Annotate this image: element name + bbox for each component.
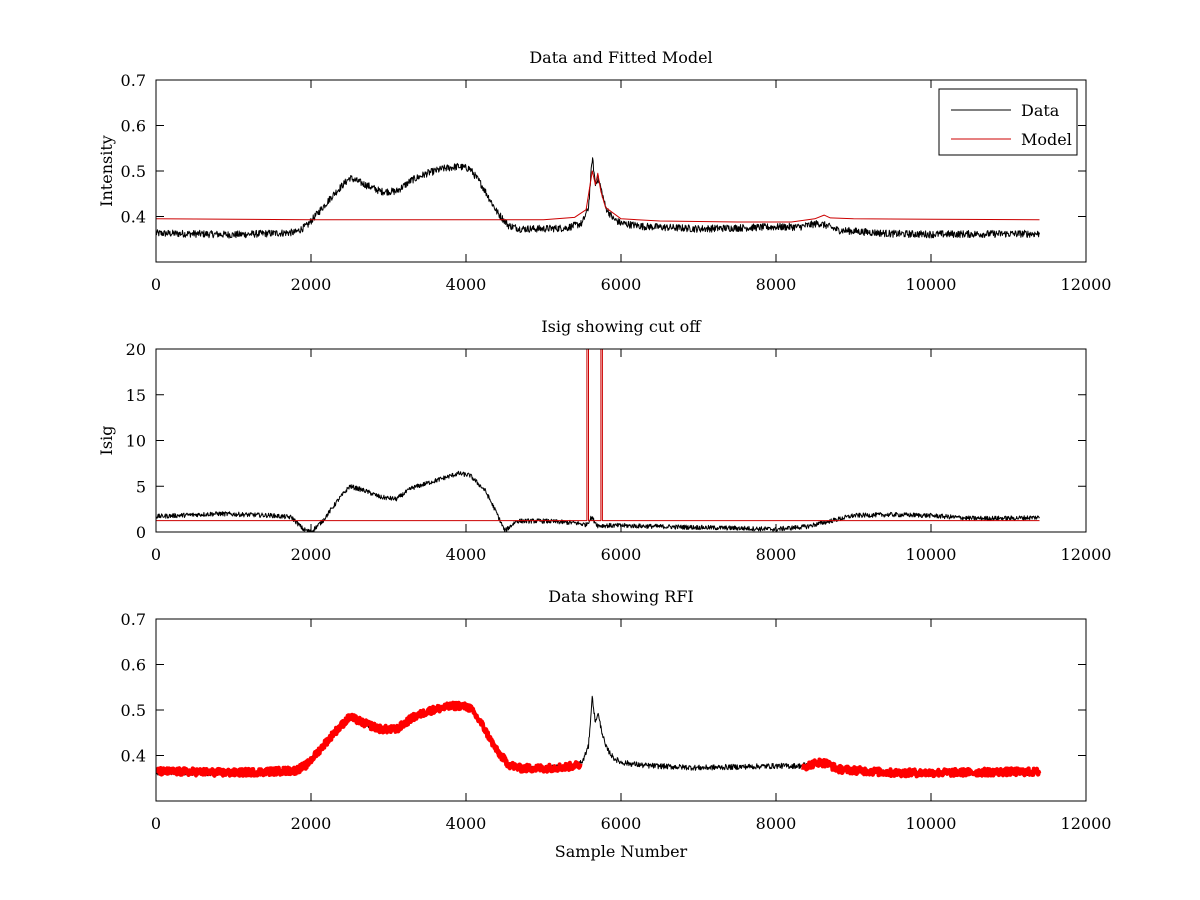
chart-panel-2: 0 2000 4000 6000 8000 10000 12000 0 5 10 15 20 Isig … bbox=[97, 317, 1111, 564]
x-tick-label: 2000 bbox=[291, 814, 332, 833]
plot-area bbox=[156, 349, 1086, 532]
x-tick-label: 2000 bbox=[291, 545, 332, 564]
y-tick-label: 0.5 bbox=[121, 162, 146, 181]
x-tick-label: 10000 bbox=[906, 275, 957, 294]
legend-label-model: Model bbox=[1021, 130, 1072, 149]
y-tick-label: 0.5 bbox=[121, 701, 146, 720]
legend-box bbox=[938, 88, 1078, 156]
series-group bbox=[156, 349, 1040, 532]
series-line-2 bbox=[156, 349, 1040, 522]
legend-label-data: Data bbox=[1021, 101, 1060, 120]
x-tick-label: 4000 bbox=[446, 545, 487, 564]
series-line-1 bbox=[156, 470, 1040, 532]
series-group bbox=[156, 695, 1042, 779]
x-tick-label: 8000 bbox=[756, 814, 797, 833]
y-tick-label: 20 bbox=[126, 340, 146, 359]
x-tick-label: 0 bbox=[151, 275, 161, 294]
y-axis-label: Intensity bbox=[97, 135, 116, 207]
series-line-model bbox=[156, 170, 1040, 223]
plot-area bbox=[156, 80, 1086, 262]
chart-title: Data showing RFI bbox=[548, 587, 693, 606]
x-tick-label: 10000 bbox=[906, 545, 957, 564]
x-tick-label: 6000 bbox=[601, 275, 642, 294]
y-tick-label: 5 bbox=[136, 477, 146, 496]
y-tick-label: 15 bbox=[126, 386, 146, 405]
y-tick-label: 0 bbox=[136, 523, 146, 542]
x-tick-label: 10000 bbox=[906, 814, 957, 833]
x-tick-label: 8000 bbox=[756, 275, 797, 294]
y-tick-label: 0.7 bbox=[121, 71, 146, 90]
series-line-data bbox=[156, 157, 1040, 239]
y-tick-label: 0.6 bbox=[121, 656, 146, 675]
x-tick-label: 0 bbox=[151, 545, 161, 564]
x-tick-label: 8000 bbox=[756, 545, 797, 564]
series-group bbox=[156, 157, 1040, 239]
y-tick-label: 0.6 bbox=[121, 117, 146, 136]
x-tick-label: 0 bbox=[151, 814, 161, 833]
chart-title: Data and Fitted Model bbox=[529, 48, 712, 67]
legend: Data Model bbox=[938, 88, 1078, 156]
y-tick-label: 0.4 bbox=[121, 208, 146, 227]
x-tick-label: 12000 bbox=[1061, 814, 1112, 833]
x-tick-label: 6000 bbox=[601, 814, 642, 833]
x-tick-label: 4000 bbox=[446, 814, 487, 833]
x-tick-label: 6000 bbox=[601, 545, 642, 564]
y-tick-label: 0.7 bbox=[121, 610, 146, 629]
x-tick-label: 12000 bbox=[1061, 275, 1112, 294]
x-axis-label: Sample Number bbox=[555, 842, 688, 861]
y-tick-label: 10 bbox=[126, 432, 146, 451]
chart-panel-3: 0 2000 4000 6000 8000 10000 12000 0.4 0.5 0.6 0.7 D… bbox=[121, 587, 1112, 861]
y-axis-label: Isig bbox=[97, 426, 116, 456]
x-tick-label: 12000 bbox=[1061, 545, 1112, 564]
chart-panel-1: 0 2000 4000 6000 8000 10000 12000 0.4 0.5 0.6 0.7 D… bbox=[97, 48, 1111, 294]
series-line-2-seg-2 bbox=[801, 757, 1042, 779]
chart-title: Isig showing cut off bbox=[541, 317, 702, 336]
x-tick-label: 2000 bbox=[291, 275, 332, 294]
y-tick-label: 0.4 bbox=[121, 747, 146, 766]
series-line-2-seg-1 bbox=[156, 700, 583, 778]
x-tick-label: 4000 bbox=[446, 275, 487, 294]
